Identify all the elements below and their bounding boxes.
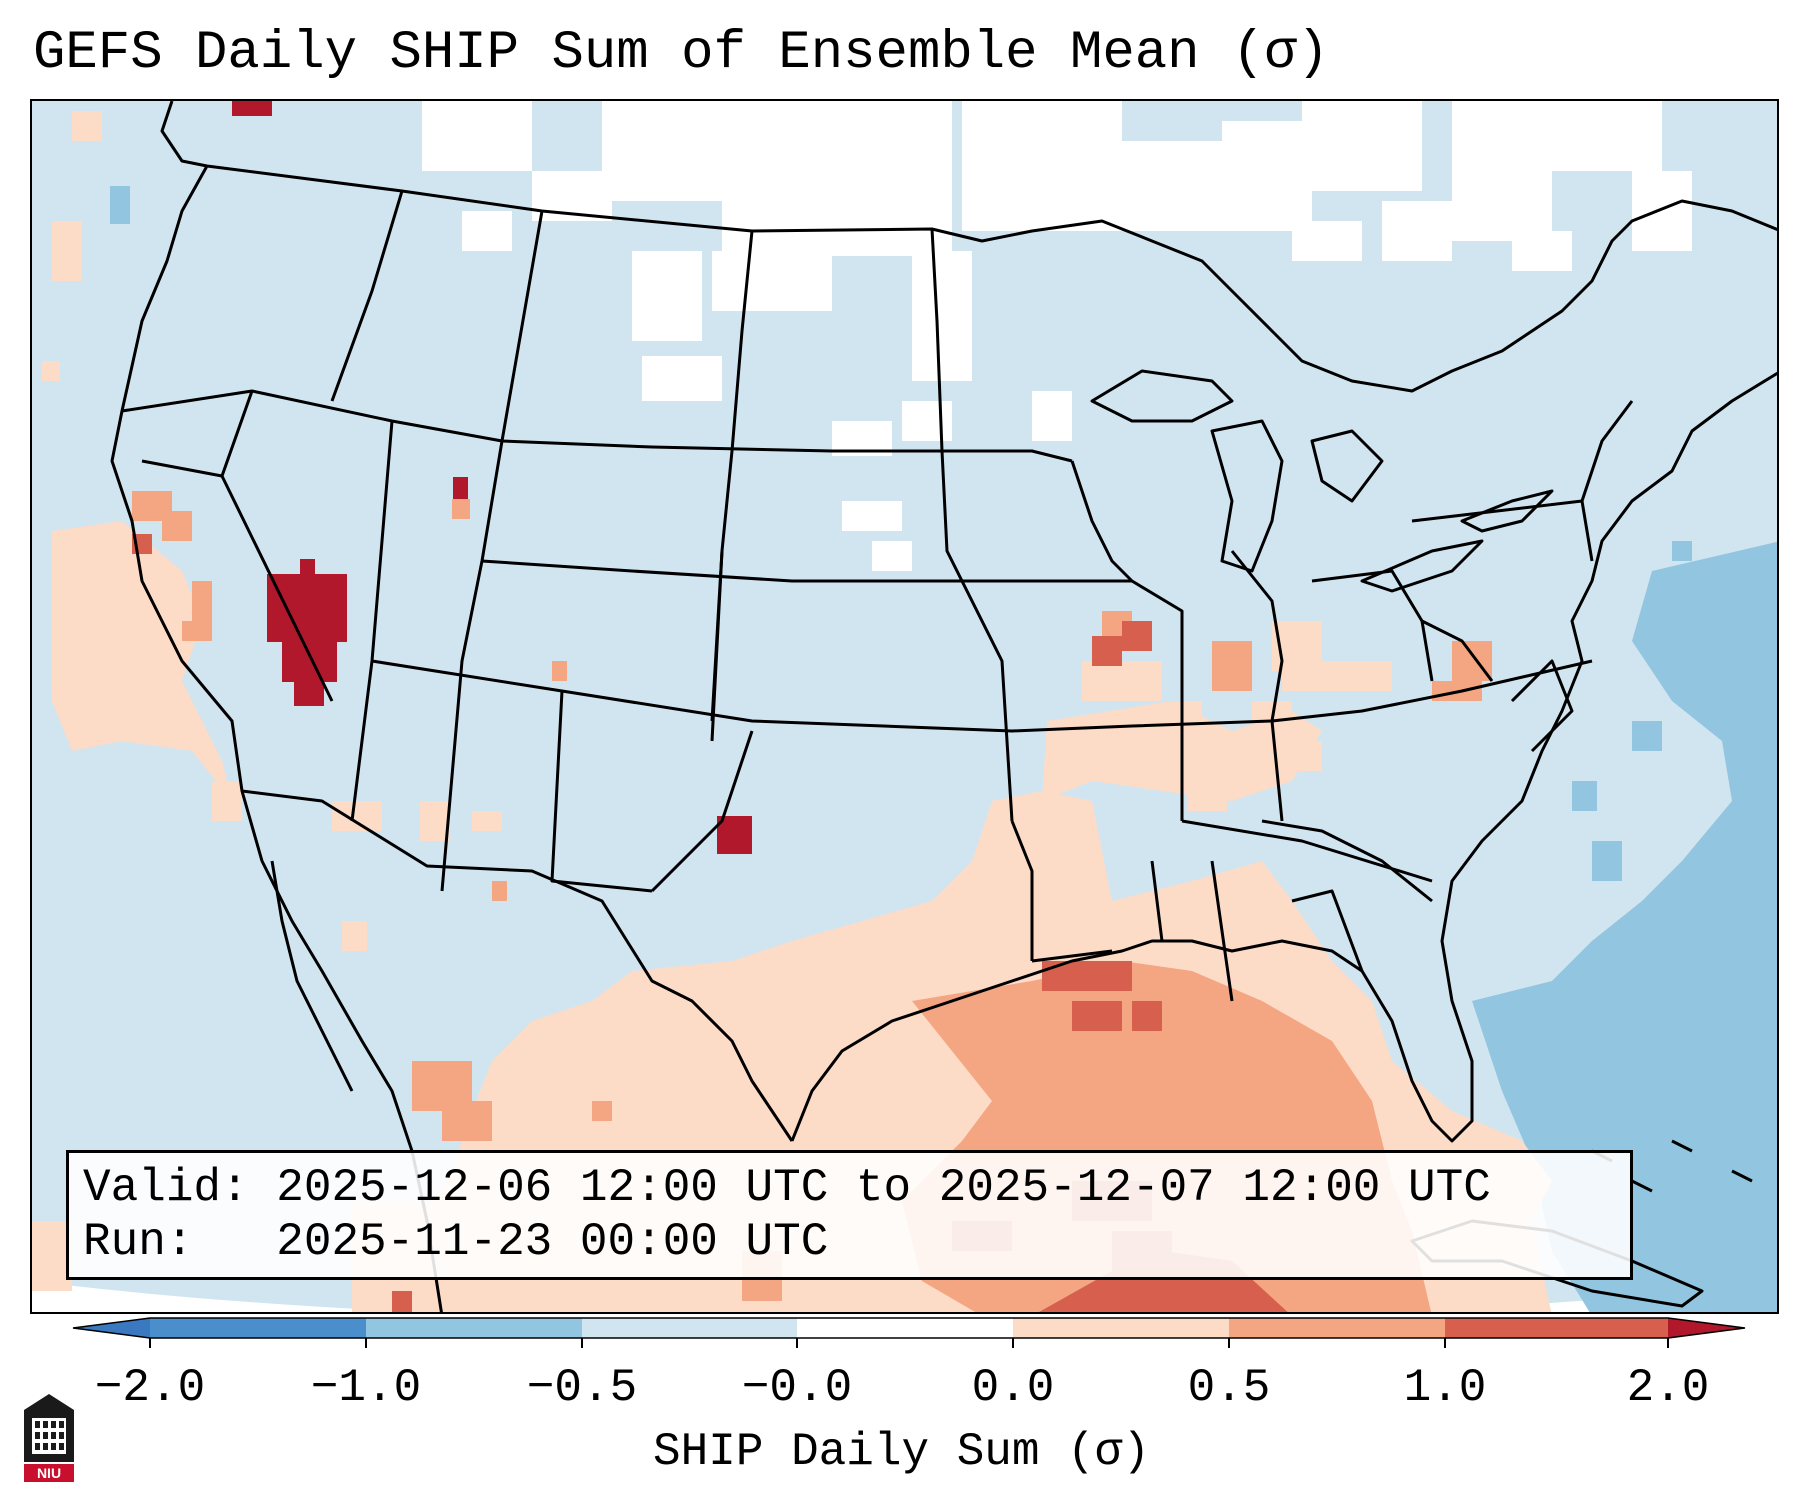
- colorbar-tick-label: 2.0: [1626, 1362, 1710, 1414]
- niu-tower-icon: [24, 1394, 74, 1462]
- projection-edge-left: [32, 1281, 416, 1312]
- positive-anomaly-extreme: [232, 101, 752, 854]
- colorbar-bin: [1229, 1318, 1445, 1338]
- colorbar-tick-label: −2.0: [94, 1362, 206, 1414]
- colorbar: [72, 1317, 1746, 1348]
- colorbar-ticks: [149, 1338, 1669, 1348]
- colorbar-title: SHIP Daily Sum (σ): [653, 1426, 1150, 1478]
- colorbar-segments: [73, 1318, 1745, 1338]
- map-panel: [30, 99, 1779, 1314]
- map-title: GEFS Daily SHIP Sum of Ensemble Mean (σ): [33, 23, 1330, 84]
- colorbar-outline: [72, 1317, 1746, 1339]
- niu-logo-text: NIU: [37, 1465, 61, 1481]
- canada-neutral-areas: [422, 101, 1692, 571]
- colorbar-tick-label: 0.5: [1187, 1362, 1271, 1414]
- colorbar-tick-label: −0.0: [741, 1362, 853, 1414]
- ship-anomaly-map: [32, 101, 1777, 1312]
- colorbar-bin: [150, 1318, 366, 1338]
- colorbar-bin: [1013, 1318, 1229, 1338]
- niu-logo: NIU: [24, 1394, 74, 1482]
- colorbar-extend-high: [1668, 1318, 1745, 1338]
- colorbar-bin: [366, 1318, 582, 1338]
- valid-time-line: Valid: 2025-12-06 12:00 UTC to 2025-12-0…: [83, 1162, 1491, 1214]
- colorbar-tick-label: −0.5: [526, 1362, 638, 1414]
- valid-run-info-box: Valid: 2025-12-06 12:00 UTC to 2025-12-0…: [66, 1150, 1633, 1280]
- colorbar-tick-label: −1.0: [310, 1362, 422, 1414]
- run-time-line: Run: 2025-11-23 00:00 UTC: [83, 1216, 829, 1268]
- colorbar-tick-label: 0.0: [971, 1362, 1055, 1414]
- colorbar-bin: [797, 1318, 1013, 1338]
- colorbar-bin: [1445, 1318, 1668, 1338]
- colorbar-bin: [582, 1318, 797, 1338]
- colorbar-tick-label: 1.0: [1403, 1362, 1487, 1414]
- colorbar-extend-low: [73, 1318, 150, 1338]
